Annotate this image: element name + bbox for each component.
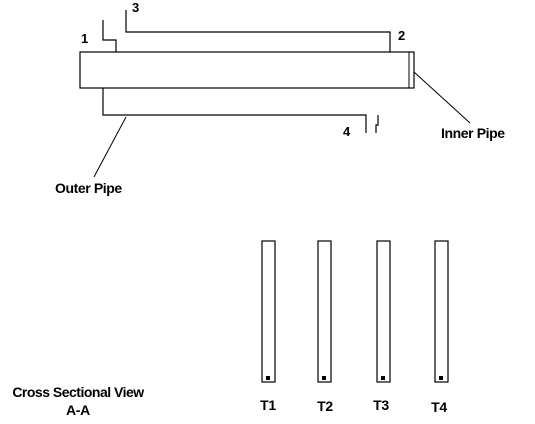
port-label-4: 4 bbox=[343, 124, 351, 139]
port-1-stub bbox=[102, 20, 117, 52]
cross-section-title-line1: Cross Sectional View bbox=[12, 384, 144, 400]
inner-pipe-body bbox=[79, 51, 415, 89]
outer-pipe-label: Outer Pipe bbox=[55, 180, 122, 196]
inner-pipe-label: Inner Pipe bbox=[441, 125, 505, 141]
cross-section-title-line2: A-A bbox=[66, 402, 90, 418]
port-label-3: 3 bbox=[132, 0, 139, 15]
outer-pipe-lower-wall bbox=[102, 88, 367, 133]
cross-section-strip-t2 bbox=[317, 240, 332, 383]
thermocouple-label-t1: T1 bbox=[260, 397, 276, 413]
thermocouple-label-t3: T3 bbox=[373, 397, 389, 413]
inner-pipe-leader bbox=[413, 71, 471, 124]
cross-section-strip-t1 bbox=[261, 240, 276, 383]
outer-pipe-leader bbox=[93, 116, 127, 178]
cross-section-strip-t3 bbox=[376, 240, 391, 383]
thermocouple-label-t4: T4 bbox=[431, 399, 447, 415]
port-4-stub bbox=[375, 115, 379, 133]
port-label-2: 2 bbox=[398, 28, 405, 43]
thermocouple-label-t2: T2 bbox=[317, 398, 333, 414]
outer-pipe-upper-wall bbox=[125, 10, 391, 52]
cross-section-strip-t4 bbox=[434, 240, 449, 383]
port-label-1: 1 bbox=[81, 31, 88, 46]
